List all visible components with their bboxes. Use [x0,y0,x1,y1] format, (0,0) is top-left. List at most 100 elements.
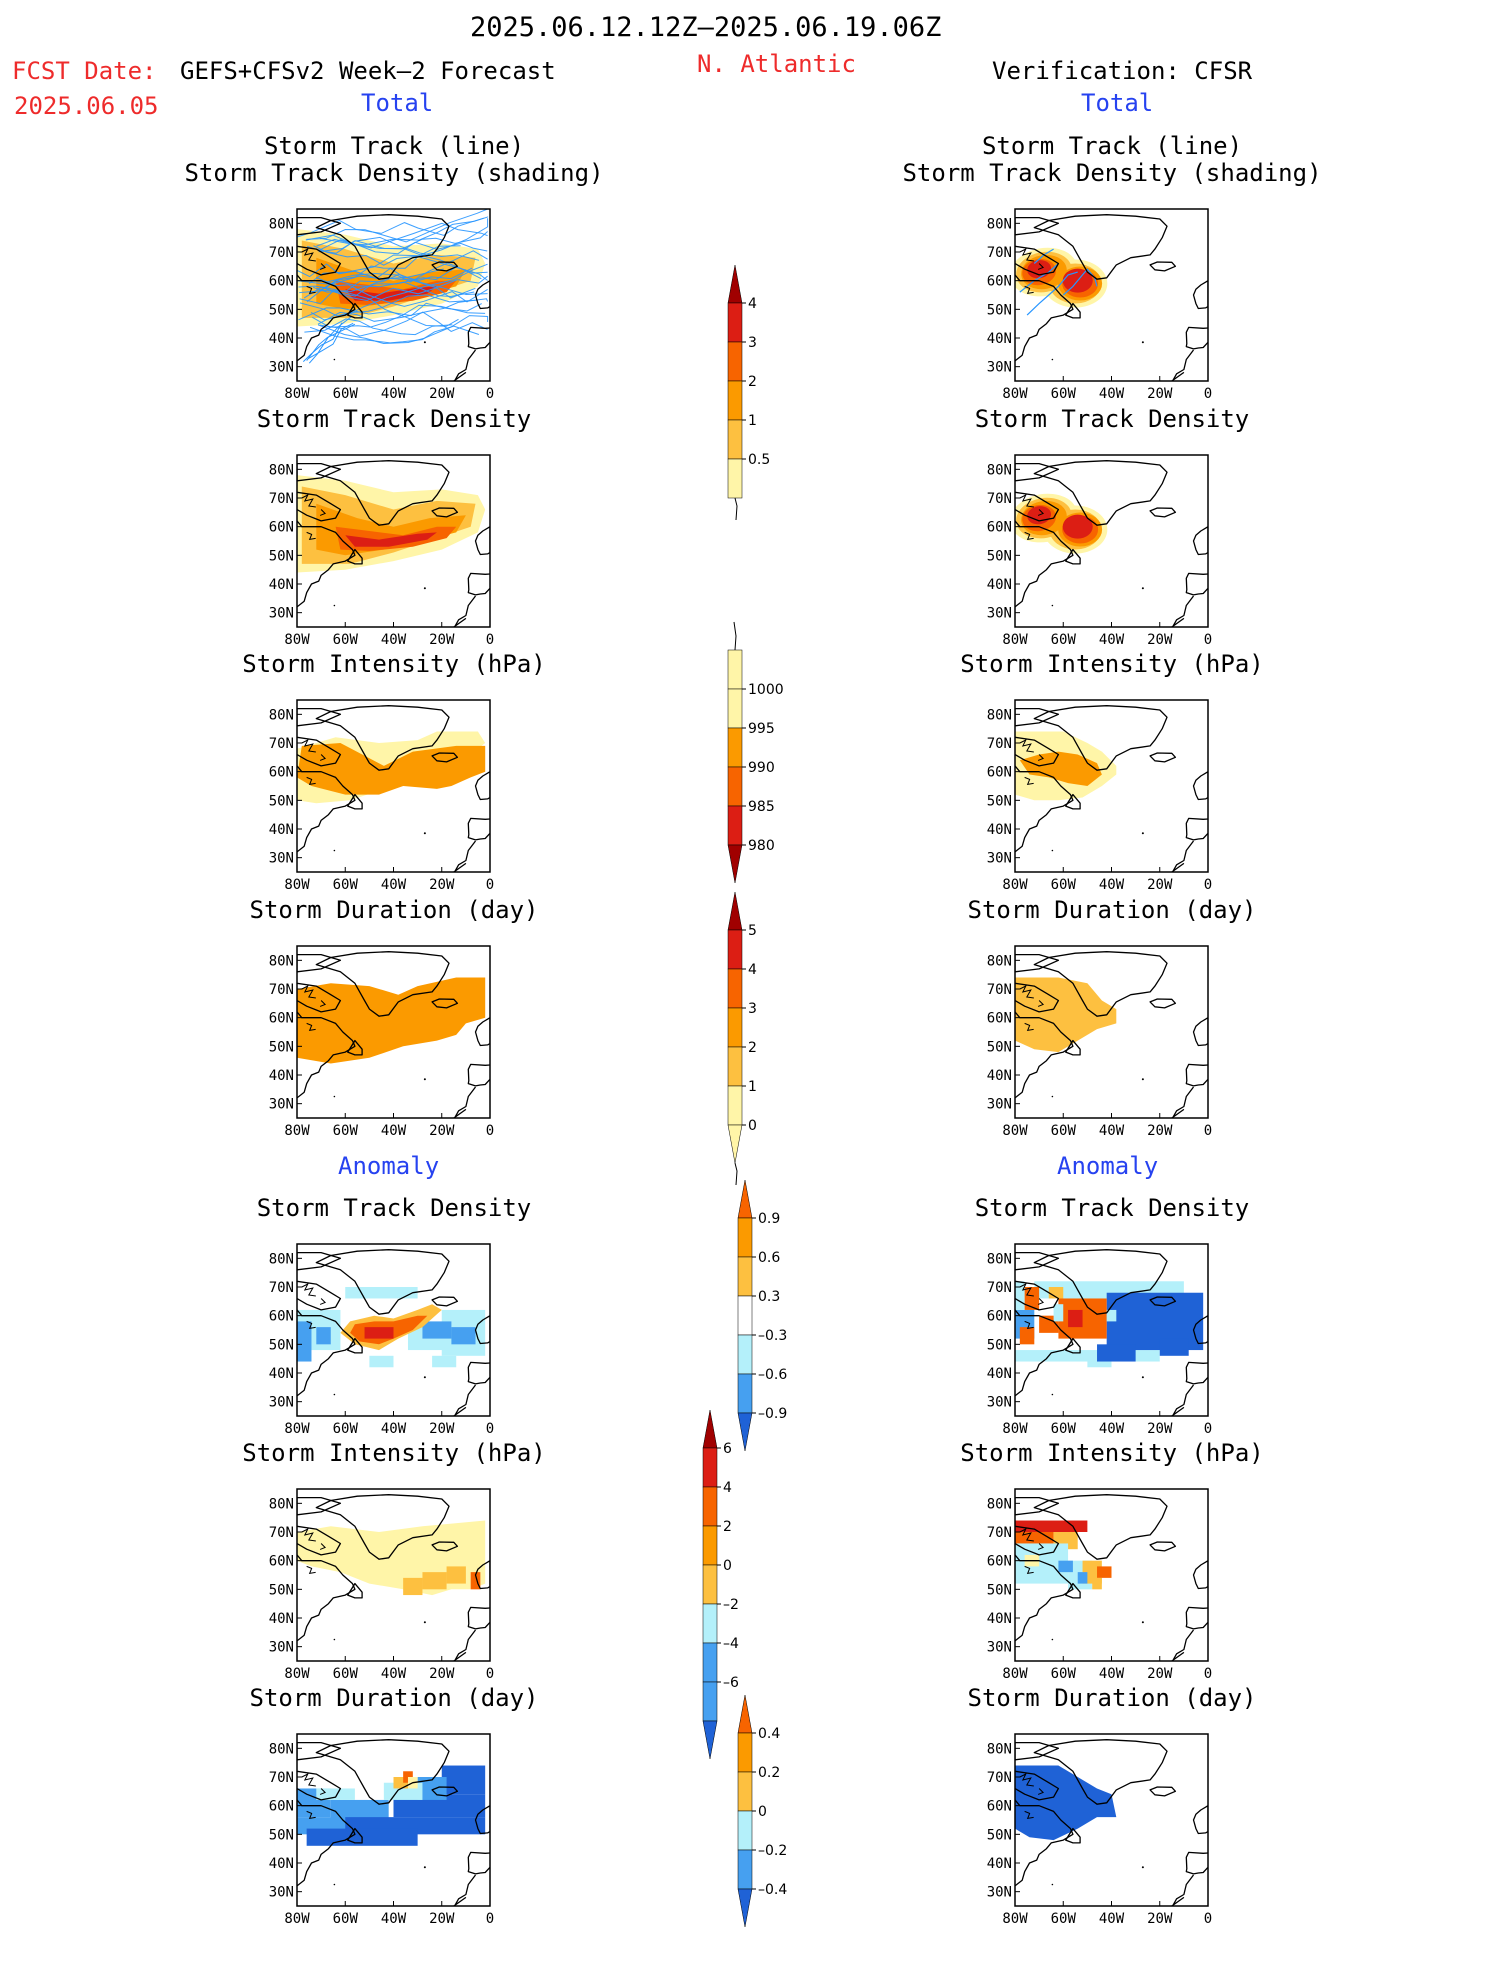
colorbar-label: 1 [748,413,757,429]
colorbar-segment [727,302,743,343]
lat-tick-label: 80N [269,707,294,723]
colorbar-label: 3 [748,335,757,351]
lat-tick-label: 80N [987,216,1012,232]
lat-tick-label: 40N [987,1856,1012,1872]
lat-tick-label: 80N [269,1741,294,1757]
colorbar-segment [702,1603,718,1644]
lon-tick-label: 60W [333,1666,359,1682]
colorbar-label: –0.3 [758,1328,787,1344]
lat-tick-label: 50N [269,793,294,809]
lat-tick-label: 80N [987,953,1012,969]
lat-tick-label: 60N [269,274,294,290]
colorbar-density-anomaly: 0.9 0.6 0.3 –0.3 –0.6 –0.9 [735,1179,815,1485]
lat-tick-label: 70N [987,1525,1012,1541]
lat-tick-label: 80N [987,1496,1012,1512]
lat-tick-label: 70N [269,1525,294,1541]
title-intensity-anom-left: Storm Intensity (hPa) [242,1439,546,1467]
lat-tick-label: 40N [987,1366,1012,1382]
colorbar-segment [737,1732,753,1773]
colorbar-segment [737,1412,753,1452]
colorbar-segment [702,1525,718,1566]
lon-tick-label: 0 [486,877,494,893]
title-intensity-anom-right: Storm Intensity (hPa) [960,1439,1264,1467]
title-intensity-left: Storm Intensity (hPa) [242,650,546,678]
colorbar-segment [727,766,743,807]
colorbar-segment [702,1642,718,1683]
lon-tick-label: 20W [1147,1666,1173,1682]
title-duration-anom-left: Storm Duration (day) [249,1684,539,1712]
lat-tick-label: 40N [269,1068,294,1084]
lat-tick-label: 40N [269,822,294,838]
title-density-right: Storm Track Density [974,405,1250,433]
lat-tick-label: 60N [987,274,1012,290]
lon-tick-label: 40W [381,1666,407,1682]
colorbar-segment [737,1256,753,1297]
lon-tick-label: 40W [1099,632,1125,648]
lon-tick-label: 80W [1002,877,1028,893]
lat-tick-label: 50N [987,793,1012,809]
lat-tick-label: 30N [987,1395,1012,1411]
lon-tick-label: 80W [284,1421,310,1437]
lat-tick-label: 40N [987,331,1012,347]
colorbar-label: 0.9 [758,1211,780,1227]
colorbar-segment [727,968,743,1009]
lon-tick-label: 0 [486,632,494,648]
lat-tick-label: 60N [987,1011,1012,1027]
lon-tick-label: 0 [486,386,494,402]
colorbar-segment [727,264,743,304]
lon-tick-label: 20W [429,386,455,402]
title-track-line-right: Storm Track (line) Storm Track Density (s… [902,132,1322,187]
lat-tick-label: 70N [269,245,294,261]
lon-tick-label: 20W [1147,632,1173,648]
lat-tick-label: 80N [269,216,294,232]
lon-tick-label: 80W [1002,386,1028,402]
lon-tick-label: 20W [429,1421,455,1437]
lon-tick-label: 40W [1099,1123,1125,1139]
map-density-verification: 80W 60W 40W 20W 0 80N 70N 60N 50N 40N 30N [987,454,1212,648]
lat-tick-label: 50N [269,1039,294,1055]
colorbar-segment [727,929,743,970]
lat-tick-label: 50N [269,1337,294,1353]
map-intensity-forecast: 80W 60W 40W 20W 0 80N 70N 60N 50N 40N 30N [269,699,494,893]
total-label-right: Total [1081,89,1154,117]
lon-tick-label: 80W [284,632,310,648]
colorbar-label: 0 [748,1118,757,1134]
lon-tick-label: 20W [1147,1123,1173,1139]
lon-tick-label: 60W [1051,1123,1077,1139]
map-density-anom-forecast: 80W 60W 40W 20W 0 80N 70N 60N 50N 40N 30N [269,1243,494,1437]
lat-tick-label: 70N [269,736,294,752]
map-duration-verification: 80W 60W 40W 20W 0 80N 70N 60N 50N 40N 30N [987,945,1212,1139]
lat-tick-label: 30N [269,1097,294,1113]
colorbar-segment [737,1771,753,1812]
lat-tick-label: 30N [269,851,294,867]
lon-tick-label: 40W [381,877,407,893]
lat-tick-label: 50N [269,1827,294,1843]
map-duration-forecast: 80W 60W 40W 20W 0 80N 70N 60N 50N 40N 30N [269,945,494,1139]
lon-tick-label: 40W [1099,877,1125,893]
lon-tick-label: 60W [1051,877,1077,893]
colorbar-label: 4 [723,1480,732,1496]
colorbar-label: 6 [723,1441,732,1457]
colorbar-segment [737,1810,753,1851]
lon-tick-label: 60W [333,1123,359,1139]
lat-tick-label: 70N [269,491,294,507]
colorbar-segment [727,1124,743,1164]
lon-tick-label: 60W [1051,1666,1077,1682]
title-duration-right: Storm Duration (day) [967,896,1257,924]
colorbar-segment [727,844,743,884]
colorbar-segment [737,1179,753,1219]
lat-tick-label: 30N [269,360,294,376]
lat-tick-label: 70N [269,1280,294,1296]
colorbar-segment [727,380,743,421]
lat-tick-label: 40N [269,1856,294,1872]
colorbar-segment [702,1681,718,1722]
colorbar-segment [737,1888,753,1928]
lon-tick-label: 80W [1002,1911,1028,1927]
colorbar-label: –2 [723,1597,739,1613]
lon-tick-label: 0 [1204,877,1212,893]
colorbar-label: 990 [748,760,775,776]
lat-tick-label: 30N [269,606,294,622]
lat-tick-label: 30N [269,1395,294,1411]
lon-tick-label: 80W [1002,1123,1028,1139]
map-intensity-anom-verification: 80W 60W 40W 20W 0 80N 70N 60N 50N 40N 30N [987,1488,1212,1682]
